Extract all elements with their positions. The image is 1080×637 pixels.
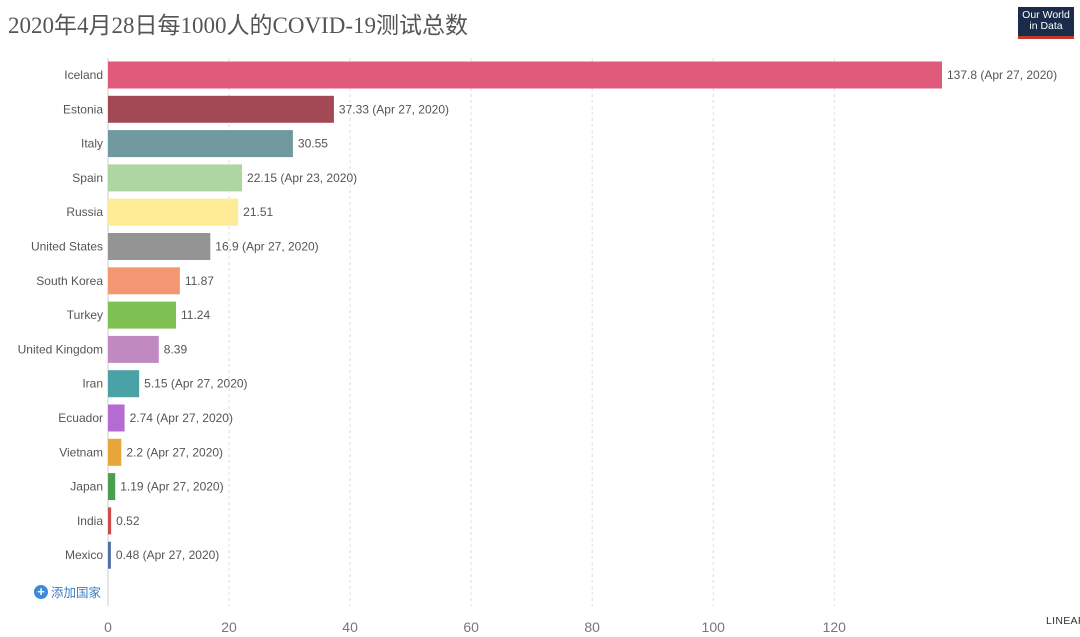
value-label: 1.19 (Apr 27, 2020)	[120, 480, 223, 494]
category-label: Turkey	[67, 308, 103, 322]
x-tick-label: 120	[823, 619, 847, 635]
x-tick-label: 60	[463, 619, 479, 635]
value-label: 2.74 (Apr 27, 2020)	[130, 411, 233, 425]
category-label: Iran	[82, 377, 103, 391]
category-label: South Korea	[36, 274, 103, 288]
value-label: 11.24	[181, 308, 210, 322]
chart-title: 2020年4月28日每1000人的COVID-19测试总数	[8, 13, 468, 38]
bar[interactable]	[108, 335, 159, 363]
bar[interactable]	[108, 61, 942, 89]
bar[interactable]	[108, 233, 211, 260]
bar[interactable]	[108, 198, 239, 226]
value-label: 8.39	[164, 342, 188, 356]
add-country-label: 添加国家	[51, 586, 102, 600]
bar[interactable]	[108, 164, 243, 192]
logo-text-line2: in Data	[1029, 20, 1063, 32]
value-label: 0.48 (Apr 27, 2020)	[116, 548, 219, 562]
x-tick-label: 20	[221, 619, 237, 635]
value-label: 5.15 (Apr 27, 2020)	[144, 377, 247, 391]
category-label: Japan	[70, 480, 103, 494]
category-label: Mexico	[65, 548, 103, 562]
bar[interactable]	[108, 130, 293, 158]
category-label: Russia	[66, 205, 103, 219]
value-label: 21.51	[243, 205, 273, 219]
x-tick-label: 40	[342, 619, 358, 635]
value-label: 11.87	[185, 274, 214, 288]
category-label: United Kingdom	[18, 342, 103, 356]
owid-logo[interactable]: Our World in Data	[1018, 7, 1074, 39]
bar[interactable]	[108, 370, 140, 398]
value-label: 0.52	[116, 514, 140, 528]
value-label: 37.33 (Apr 27, 2020)	[339, 102, 449, 116]
bar[interactable]	[108, 267, 180, 295]
value-label: 22.15 (Apr 23, 2020)	[247, 171, 357, 185]
x-tick-label: 100	[702, 619, 726, 635]
value-label: 16.9 (Apr 27, 2020)	[215, 240, 318, 254]
category-label: Italy	[81, 137, 103, 151]
value-label: 2.2 (Apr 27, 2020)	[126, 445, 223, 459]
bar[interactable]	[108, 301, 177, 329]
bar[interactable]	[108, 438, 122, 466]
add-country-button[interactable]: + 添加国家	[34, 582, 101, 601]
scale-toggle-button[interactable]: LINEAR	[1046, 615, 1080, 627]
bar[interactable]	[108, 95, 334, 123]
category-label: Spain	[72, 171, 103, 185]
x-tick-label: 0	[104, 619, 112, 635]
category-label: Estonia	[63, 102, 103, 116]
category-label: Vietnam	[59, 445, 103, 459]
category-label: United States	[31, 240, 103, 254]
value-label: 30.55	[298, 137, 328, 151]
bar[interactable]	[108, 473, 116, 501]
x-tick-label: 80	[584, 619, 600, 635]
bar[interactable]	[108, 507, 112, 535]
bar[interactable]	[108, 404, 125, 432]
value-label: 137.8 (Apr 27, 2020)	[947, 68, 1057, 82]
category-label: India	[77, 514, 103, 528]
category-label: Iceland	[64, 68, 103, 82]
bar[interactable]	[108, 541, 111, 569]
category-label: Ecuador	[58, 411, 103, 425]
plus-circle-icon: +	[34, 584, 48, 599]
logo-text-line1: Our World	[1022, 9, 1070, 21]
